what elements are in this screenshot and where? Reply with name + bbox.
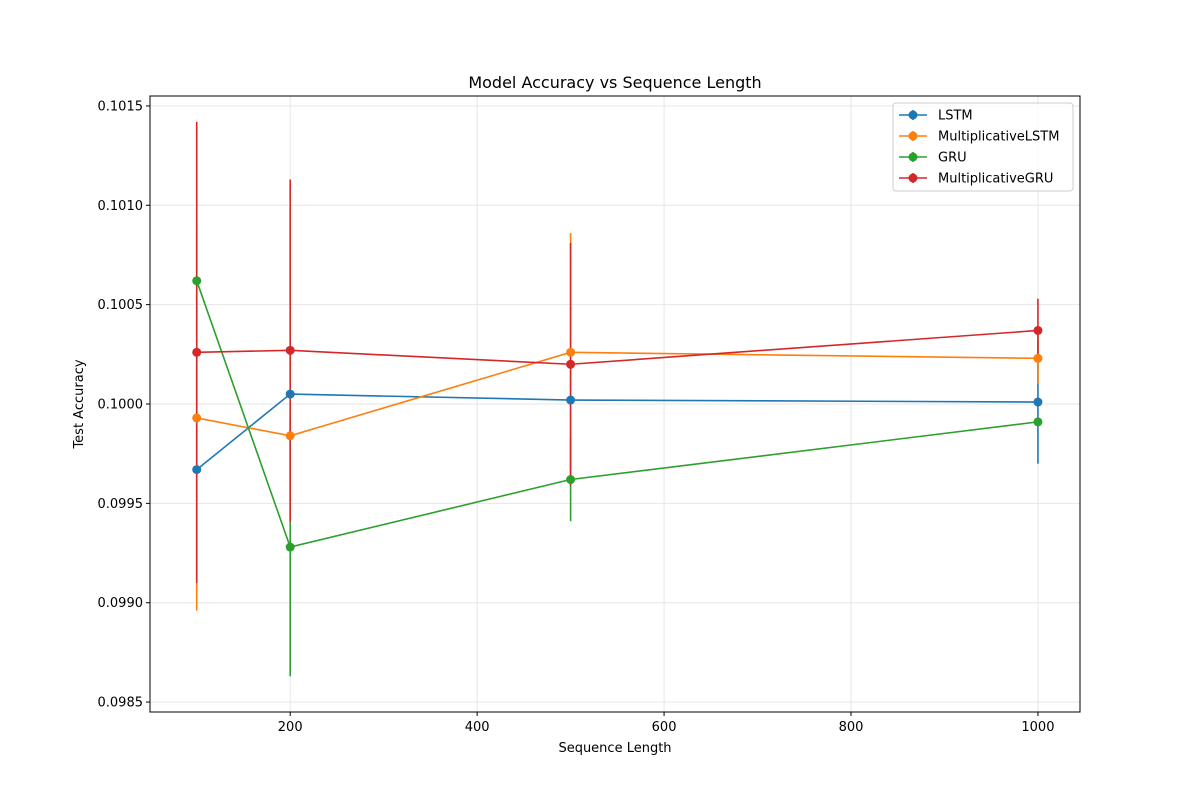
multiplicativelstm-point [566,347,576,357]
y-axis-label: Test Accuracy [72,359,87,449]
legend-box [892,102,1074,192]
legend-label-lstm: LSTM [938,109,973,124]
legend-marker-gru [908,152,918,162]
lstm-point [285,389,295,399]
multiplicativegru-point [285,345,295,355]
x-tick-label: 600 [652,720,677,735]
chart-title: Model Accuracy vs Sequence Length [468,73,761,92]
gru-line [195,280,1039,549]
x-tick-label: 1000 [1021,720,1054,735]
y-tick-label: 0.0990 [98,596,144,611]
x-tick-label: 200 [278,720,303,735]
y-tick-label: 0.0985 [98,696,144,711]
y-tick-label: 0.1010 [98,199,144,214]
grid-lines [150,96,1080,712]
lstm-line [196,393,1038,471]
legend-marker-multiplicativegru [908,173,918,183]
multiplicativegru-point [566,359,576,369]
legend-marker-lstm [908,110,918,120]
y-tick-label: 0.1000 [98,398,144,413]
legend-label-gru: GRU [938,151,967,166]
legend-label-multiplicativelstm: MultiplicativeLSTM [938,130,1059,145]
legend-label-multiplicativegru: MultiplicativeGRU [938,172,1053,187]
y-tick-label: 0.1015 [98,99,144,114]
x-axis-label: Sequence Length [558,741,671,756]
lstm-point [1033,397,1043,407]
lstm-point [192,465,202,475]
gru-point [285,542,295,552]
y-axis-ticks: 0.0985 0.0990 0.0995 0.1000 0.1005 0.1010 0.10… [98,99,150,711]
series-lines [195,280,1039,549]
y-tick-label: 0.1005 [98,298,144,313]
multiplicativegru-point [192,347,202,357]
x-tick-label: 800 [839,720,864,735]
y-tick-label: 0.0995 [98,497,144,512]
legend-marker-multiplicativelstm [908,131,918,141]
multiplicativegru-point [1033,325,1043,335]
legend: LSTM MultiplicativeLSTM GRU MultiplicativeG… [892,102,1074,192]
lstm-point [566,395,576,405]
gru-point [192,276,202,286]
multiplicativelstm-line [196,351,1038,437]
x-tick-label: 400 [465,720,490,735]
multiplicativelstm-point [1033,353,1043,363]
data-points [192,276,1043,552]
multiplicativelstm-point [285,431,295,441]
multiplicativelstm-point [192,413,202,423]
multiplicativegru-line [196,329,1038,366]
x-axis-ticks: 200 400 600 800 1000 [278,712,1054,735]
gru-point [1033,417,1043,427]
gru-point [566,475,576,485]
